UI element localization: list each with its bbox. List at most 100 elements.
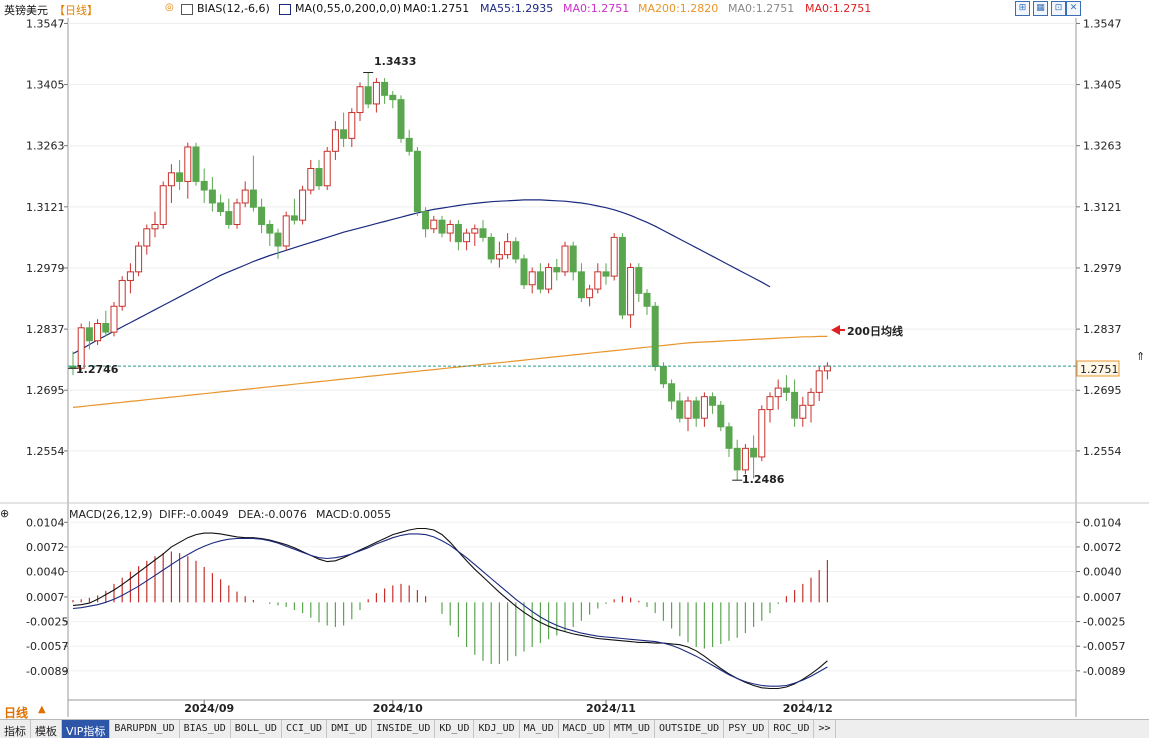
ma-params-label: MA(0,55,0,200,0,0)	[295, 2, 402, 15]
tab-outside-ud[interactable]: OUTSIDE_UD	[655, 720, 725, 738]
tab-bias-ud[interactable]: BIAS_UD	[180, 720, 231, 738]
candle-body	[200, 180, 208, 191]
candle-body	[725, 426, 733, 449]
candle-body	[307, 168, 315, 191]
candle-body	[758, 409, 766, 458]
candle-body	[299, 189, 307, 221]
dea-path	[72, 533, 828, 687]
candle-body	[135, 245, 143, 273]
macd-histogram	[72, 551, 829, 664]
tab-dmi-ud[interactable]: DMI_UD	[327, 720, 373, 738]
price-tick-label-right: 1.3263	[1083, 140, 1122, 153]
low-price-label: 1.2486	[742, 473, 785, 486]
ma0-value-3: MA0:1.2751	[728, 2, 795, 15]
candle-body	[700, 396, 708, 419]
candle-body	[684, 400, 692, 419]
dropdown-icon[interactable]: ▲	[38, 704, 46, 715]
macd-axis: 0.0104 0.0104 0.0072 0.0072 0.0040 0.0040 0.00…	[26, 516, 1125, 678]
layout-icon[interactable]: ▦	[1033, 1, 1048, 16]
candle-body	[266, 223, 274, 234]
current-price-box	[1076, 360, 1120, 377]
candle-body	[249, 189, 257, 208]
candle-body	[750, 447, 758, 458]
candle-body	[184, 146, 192, 182]
candle-body	[471, 228, 479, 234]
ma55-line	[72, 199, 771, 355]
candle-body	[192, 146, 200, 182]
ma0-value-2: MA0:1.2751	[563, 2, 630, 15]
macd-value-label: MACD:0.0055	[316, 508, 391, 521]
candle-body	[364, 86, 372, 105]
ma55-path	[72, 199, 771, 355]
candle-body	[635, 267, 643, 294]
macd-tick-label-left: 0.0072	[26, 541, 65, 554]
settings-icon[interactable]: ◎	[165, 2, 174, 13]
macd-tick-label-right: 0.0104	[1083, 516, 1122, 529]
chart-header: 英镑美元 【日线】 ◎ BIAS(12,-6,6) MA(0,55,0,200,…	[0, 0, 1149, 18]
macd-tick-label-right: 0.0072	[1083, 541, 1122, 554]
time-axis: 2024/09 2024/10 2024/11 2024/12	[184, 700, 833, 715]
candle-body	[110, 305, 118, 333]
candle-body	[167, 172, 175, 187]
candle-body	[520, 258, 528, 286]
candle-body	[504, 241, 512, 256]
candle-body	[94, 322, 102, 342]
candle-body	[282, 215, 290, 247]
candle-body	[536, 271, 544, 290]
tab-cci-ud[interactable]: CCI_UD	[282, 720, 328, 738]
tab-kdj-ud[interactable]: KDJ_UD	[474, 720, 520, 738]
period-label[interactable]: 日线	[4, 706, 29, 720]
candle-body	[331, 129, 339, 152]
candle-body	[799, 404, 807, 419]
tab-inside-ud[interactable]: INSIDE_UD	[372, 720, 436, 738]
ma200-line	[72, 335, 828, 408]
candle-body	[405, 137, 413, 152]
tab-mtm-ud[interactable]: MTM_UD	[610, 720, 655, 738]
tab-vip-indicators[interactable]: VIP指标	[62, 720, 111, 738]
candle-body	[651, 305, 659, 368]
candle-body	[233, 202, 241, 225]
candle-body	[487, 236, 495, 260]
candle-body	[397, 99, 405, 139]
candle-body	[659, 366, 667, 385]
tab-boll-ud[interactable]: BOLL_UD	[231, 720, 282, 738]
candle-body	[717, 404, 725, 428]
restore-icon[interactable]: ⊞	[1015, 1, 1030, 16]
tab-roc-ud[interactable]: ROC_UD	[769, 720, 815, 738]
candle-body	[430, 219, 438, 230]
candle-body	[77, 327, 85, 369]
macd-tick-label-left: 0.0104	[26, 516, 65, 529]
tab-barupdn-ud[interactable]: BARUPDN_UD	[110, 720, 180, 738]
time-tick-label: 2024/09	[184, 702, 234, 715]
candle-body	[692, 400, 700, 419]
close-icon[interactable]: ✕	[1066, 1, 1081, 16]
price-axis: 1.3547 1.3547 1.3405 1.3405 1.3263 1.3263 1.31…	[26, 17, 1122, 457]
tab-psy-ud[interactable]: PSY_UD	[724, 720, 770, 738]
tab-ma-ud[interactable]: MA_UD	[520, 720, 559, 738]
candle-body	[545, 267, 553, 290]
price-tick-label-right: 1.2979	[1083, 262, 1122, 275]
macd-tick-label-left: 0.0040	[26, 566, 65, 579]
price-tick-label-left: 1.3405	[26, 79, 65, 92]
annotations	[68, 72, 1076, 481]
split-icon[interactable]: ⊡	[1051, 1, 1066, 16]
candle-body	[594, 271, 602, 290]
candle-body	[126, 271, 134, 281]
tab-kd-ud[interactable]: KD_UD	[435, 720, 475, 738]
tab-templates[interactable]: 模板	[31, 720, 62, 738]
macd-tick-label-right: -0.0025	[1083, 616, 1125, 629]
candle-body	[479, 228, 487, 238]
macd-settings-icon[interactable]: ⊕	[0, 507, 9, 520]
macd-tick-label-left: -0.0057	[26, 640, 68, 653]
candle-body	[709, 396, 717, 406]
tab-more[interactable]: >>	[814, 720, 836, 738]
tab-indicators[interactable]: 指标	[0, 720, 31, 738]
ma0-value-1: MA0:1.2751	[403, 2, 470, 15]
ma0-value-4: MA0:1.2751	[805, 2, 872, 15]
macd-tick-label-left: 0.0007	[26, 591, 65, 604]
time-tick-label: 2024/10	[373, 702, 423, 715]
candle-body	[528, 271, 536, 286]
candle-body	[733, 447, 741, 471]
tab-macd-ud[interactable]: MACD_UD	[559, 720, 610, 738]
chart-canvas[interactable]: 1.3547 1.3547 1.3405 1.3405 1.3263 1.3263 1.31…	[0, 0, 1149, 719]
